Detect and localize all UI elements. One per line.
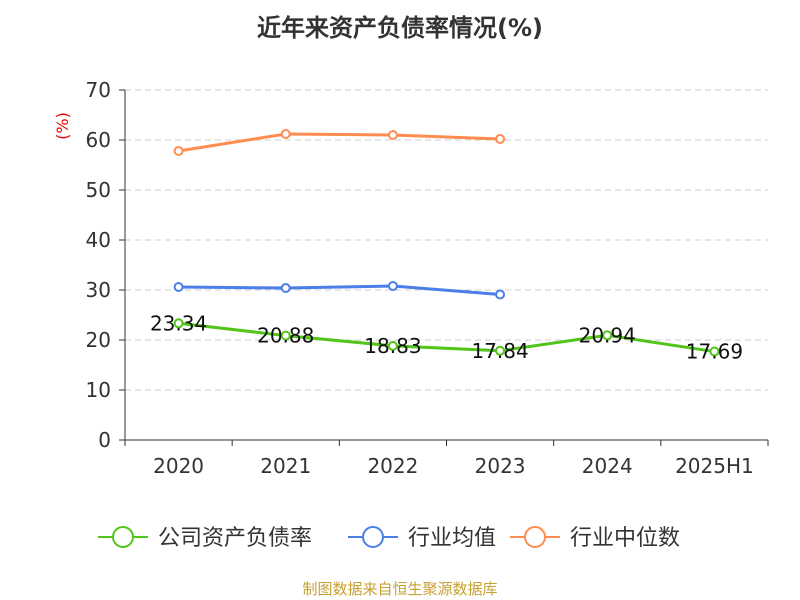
- legend-label: 行业中位数: [570, 526, 680, 551]
- data-point: [280, 330, 291, 341]
- legend-label: 公司资产负债率: [158, 526, 312, 551]
- x-tick-label: 2024: [582, 454, 633, 478]
- data-label: 23.34: [150, 311, 207, 335]
- data-point: [173, 146, 184, 156]
- data-point: [495, 289, 506, 300]
- data-label: 18.83: [364, 334, 421, 358]
- legend-marker: [524, 526, 546, 548]
- x-tick-label: 2025H1: [675, 454, 754, 478]
- data-point: [709, 346, 720, 357]
- data-point: [173, 318, 184, 329]
- x-tick-label: 2023: [475, 454, 526, 478]
- data-point: [602, 330, 613, 341]
- data-label: 17.84: [471, 339, 528, 363]
- chart-title: 近年来资产负债率情况(%): [257, 14, 543, 42]
- y-tick-label: 50: [86, 178, 111, 202]
- y-tick-label: 60: [86, 128, 111, 152]
- y-tick-label: 30: [86, 278, 111, 302]
- x-tick-label: 2020: [153, 454, 204, 478]
- data-point: [280, 129, 291, 139]
- data-point: [387, 281, 398, 291]
- data-label: 17.69: [686, 340, 743, 364]
- legend-marker: [362, 526, 384, 548]
- series-line: [178, 321, 715, 354]
- data-point: [387, 130, 398, 140]
- legend-label: 行业均值: [408, 526, 496, 551]
- data-point: [495, 134, 506, 144]
- source-note: 制图数据来自恒生聚源数据库: [302, 580, 498, 598]
- series-line: [178, 132, 501, 153]
- data-point: [173, 282, 184, 292]
- y-tick-label: 20: [86, 328, 111, 352]
- data-point: [387, 340, 398, 351]
- series-line: [178, 284, 501, 296]
- legend-marker: [112, 526, 134, 548]
- y-tick-label: 10: [86, 378, 111, 402]
- x-tick-label: 2021: [260, 454, 311, 478]
- x-tick-label: 2022: [367, 454, 418, 478]
- data-point: [280, 283, 291, 293]
- y-tick-label: 0: [98, 428, 111, 452]
- y-tick-label: 40: [86, 228, 111, 252]
- y-axis-label: (%): [53, 112, 72, 140]
- data-point: [495, 345, 506, 356]
- data-label: 20.94: [579, 323, 636, 347]
- y-tick-label: 70: [86, 78, 111, 102]
- data-label: 20.88: [257, 324, 314, 348]
